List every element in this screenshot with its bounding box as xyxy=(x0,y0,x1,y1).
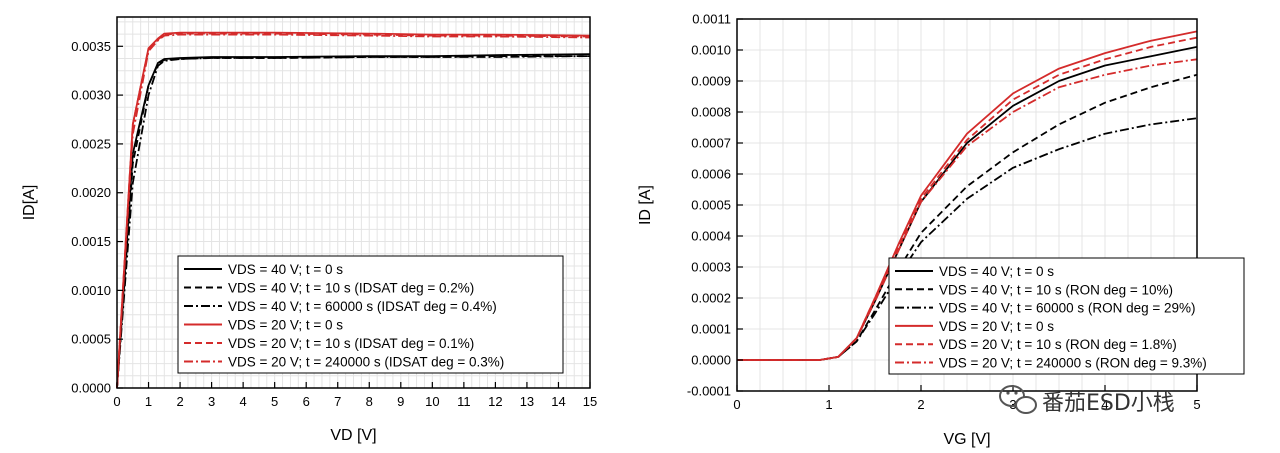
legend-entry: VDS = 20 V; t = 10 s (RON deg = 1.8%) xyxy=(939,337,1177,352)
plot-frame xyxy=(116,16,591,389)
y-tick-label: 0.0011 xyxy=(692,12,731,27)
x-tick-label: 8 xyxy=(366,394,373,409)
legend-entry: VDS = 20 V; t = 240000 s (RON deg = 9.3%… xyxy=(939,356,1207,371)
ticks: 0 1 2 3 4 5 -0.0001 0.0000 0.0001 0.0002 0.0003 0.0… xyxy=(687,12,1201,413)
legend-entry: VDS = 40 V; t = 0 s xyxy=(228,262,343,277)
series-line-3 xyxy=(737,117,1198,361)
x-axis-label: VG [V] xyxy=(943,431,990,448)
x-axis-label: VD [V] xyxy=(330,427,376,444)
x-tick-label: 3 xyxy=(1009,397,1016,412)
x-tick-label: 12 xyxy=(488,394,502,409)
series-line-5 xyxy=(116,32,591,389)
y-tick-label: 0.0000 xyxy=(691,353,731,368)
y-tick-label: 0.0015 xyxy=(71,234,111,249)
y-tick-label: 0.0001 xyxy=(691,322,731,337)
x-tick-label: 5 xyxy=(1193,397,1200,412)
legend-box xyxy=(888,257,1245,375)
y-tick-label: 0.0035 xyxy=(71,39,111,54)
y-axis-label: ID [A] xyxy=(637,185,654,225)
legend-entry: VDS = 40 V; t = 0 s xyxy=(939,264,1054,279)
x-tick-label: 7 xyxy=(334,394,341,409)
y-tick-label: 0.0025 xyxy=(71,136,111,151)
x-tick-label: 6 xyxy=(303,394,310,409)
x-tick-label: 4 xyxy=(240,394,247,409)
x-tick-label: 3 xyxy=(208,394,215,409)
series-line-5 xyxy=(737,36,1198,361)
x-tick-label: 0 xyxy=(733,397,740,412)
y-tick-label: 0.0006 xyxy=(691,167,731,182)
x-tick-label: 0 xyxy=(113,394,120,409)
series-line-1 xyxy=(116,53,591,389)
y-tick-label: 0.0008 xyxy=(691,105,731,120)
x-tick-label: 9 xyxy=(397,394,404,409)
x-tick-label: 15 xyxy=(583,394,597,409)
idvd-chart: 0 1 2 3 4 5 6 7 8 9 10 11 12 13 14 150.00000.00050.0010… xyxy=(21,16,597,444)
legend-box xyxy=(177,255,564,374)
x-tick-label: 4 xyxy=(1101,397,1108,412)
watermark: 番茄ESD小栈 xyxy=(999,385,1175,416)
legend: VDS = 40 V; t = 0 s VDS = 40 V; t = 10 s … xyxy=(888,257,1245,375)
legend-entry: VDS = 40 V; t = 10 s (IDSAT deg = 0.2%) xyxy=(228,281,474,296)
legend-entry: VDS = 20 V; t = 10 s (IDSAT deg = 0.1%) xyxy=(228,336,474,351)
y-tick-label: 0.0005 xyxy=(71,332,111,347)
legend-entry: VDS = 20 V; t = 0 s xyxy=(939,319,1054,334)
series-line-3 xyxy=(116,55,591,389)
x-tick-label: 11 xyxy=(457,394,471,409)
x-tick-label: 13 xyxy=(520,394,534,409)
y-tick-label: 0.0030 xyxy=(71,88,111,103)
legend: VDS = 40 V; t = 0 s VDS = 40 V; t = 10 s … xyxy=(177,255,564,374)
y-tick-label: -0.0001 xyxy=(687,384,731,399)
series-group xyxy=(737,30,1198,361)
y-tick-label: 0.0005 xyxy=(691,198,731,213)
y-tick-label: 0.0003 xyxy=(691,260,731,275)
legend-entry: VDS = 40 V; t = 10 s (RON deg = 10%) xyxy=(939,282,1173,297)
series-group xyxy=(116,31,591,389)
series-line-6 xyxy=(737,58,1198,361)
x-tick-label: 1 xyxy=(825,397,832,412)
y-tick-label: 0.0010 xyxy=(691,43,731,58)
wechat-logo-icon xyxy=(999,385,1037,414)
x-tick-label: 5 xyxy=(271,394,278,409)
ticks: 0 1 2 3 4 5 6 7 8 9 10 11 12 13 14 150.00000.00050.0010… xyxy=(71,39,597,409)
y-tick-label: 0.0000 xyxy=(71,381,111,396)
y-tick-label: 0.0007 xyxy=(691,136,731,151)
y-tick-label: 0.0020 xyxy=(71,185,111,200)
idvg-chart: 0 1 2 3 4 5 -0.0001 0.0000 0.0001 0.0002 0.0003 0.0… xyxy=(637,12,1245,448)
x-tick-label: 2 xyxy=(176,394,183,409)
watermark-text: 番茄ESD小栈 xyxy=(1042,391,1175,416)
y-tick-label: 0.0009 xyxy=(691,74,731,89)
x-tick-label: 10 xyxy=(425,394,439,409)
x-tick-label: 1 xyxy=(145,394,152,409)
y-axis-label: ID[A] xyxy=(21,185,38,221)
legend-entry: VDS = 40 V; t = 60000 s (RON deg = 29%) xyxy=(939,301,1196,316)
x-tick-label: 2 xyxy=(917,397,924,412)
series-line-6 xyxy=(116,33,591,389)
legend-entry: VDS = 40 V; t = 60000 s (IDSAT deg = 0.4… xyxy=(228,299,497,314)
legend-entry: VDS = 20 V; t = 240000 s (IDSAT deg = 0.… xyxy=(228,355,504,370)
legend-entry: VDS = 20 V; t = 0 s xyxy=(228,318,343,333)
y-tick-label: 0.0002 xyxy=(691,291,731,306)
y-tick-label: 0.0004 xyxy=(691,229,731,244)
y-tick-label: 0.0010 xyxy=(71,283,111,298)
x-tick-label: 14 xyxy=(551,394,565,409)
